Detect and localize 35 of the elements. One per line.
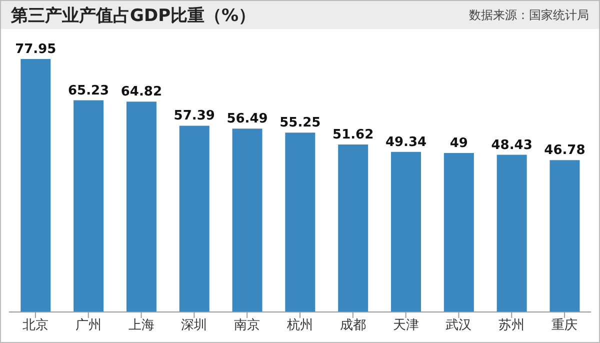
x-tick-label: 深圳 xyxy=(181,318,208,334)
chart-title: 第三产业产值占GDP比重（%） xyxy=(11,4,256,26)
bar xyxy=(126,102,156,312)
x-tick-label: 南京 xyxy=(234,318,260,334)
bar xyxy=(285,132,316,312)
data-label: 65.23 xyxy=(68,83,110,98)
bar xyxy=(232,128,262,312)
bar xyxy=(444,152,474,312)
data-label: 77.95 xyxy=(15,42,56,57)
bar xyxy=(179,126,210,312)
x-tick-label: 杭州 xyxy=(286,318,313,334)
data-label: 55.25 xyxy=(280,116,321,131)
data-label: 51.62 xyxy=(332,127,374,142)
bar xyxy=(550,160,580,312)
data-label: 49 xyxy=(450,136,468,151)
data-label: 49.34 xyxy=(385,134,427,150)
bar xyxy=(74,100,104,312)
x-tick-label: 上海 xyxy=(128,318,154,334)
data-label: 46.78 xyxy=(544,143,586,158)
x-tick-label: 苏州 xyxy=(498,318,525,334)
bar xyxy=(338,144,368,312)
data-label: 56.49 xyxy=(226,112,268,127)
x-tick-label: 天津 xyxy=(392,318,419,334)
bar xyxy=(20,59,51,312)
bar xyxy=(496,154,527,312)
x-tick-label: 广州 xyxy=(75,318,102,334)
x-tick-label: 重庆 xyxy=(552,318,578,334)
x-tick-label: 武汉 xyxy=(446,318,472,334)
x-tick-label: 北京 xyxy=(22,318,48,334)
x-tick-label: 成都 xyxy=(340,318,366,334)
data-label: 57.39 xyxy=(174,108,215,124)
bar xyxy=(391,152,422,312)
data-label: 64.82 xyxy=(120,84,162,100)
data-label: 48.43 xyxy=(491,138,532,153)
source-note: 数据来源：国家统计局 xyxy=(469,6,589,24)
